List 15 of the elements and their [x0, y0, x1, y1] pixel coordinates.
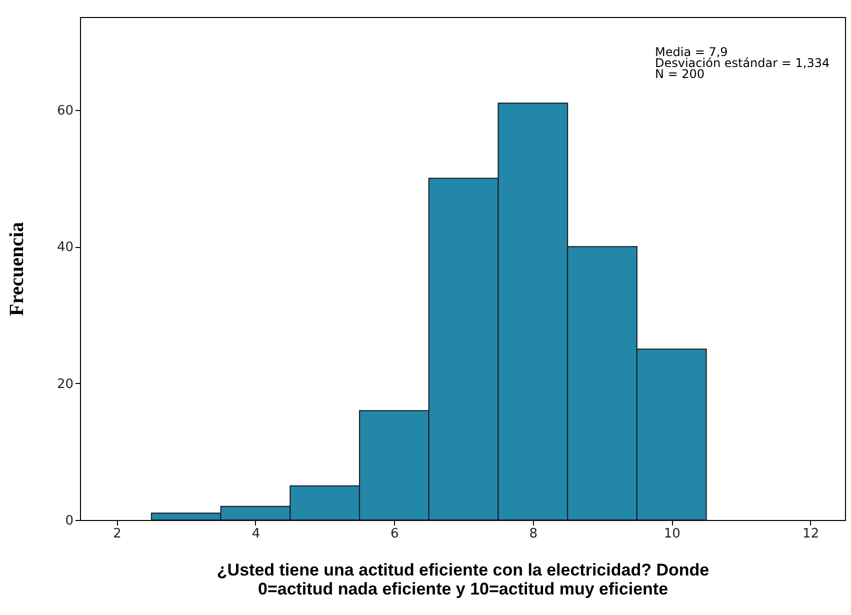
annotation: Desviación estándar = 1,334	[655, 56, 830, 70]
x-axis-title: ¿Usted tiene una actitud eficiente con la electricidad? Donde 0=actitud nada eficiente y 10=actitud muy eficiente	[216, 560, 710, 598]
annotation: N = 200	[655, 67, 705, 81]
y-tick-label: 0	[65, 514, 74, 528]
x-tick-label: 8	[529, 526, 538, 542]
y-tick-label: 40	[56, 240, 74, 256]
x-tick-label: 10	[664, 526, 680, 542]
x-tick-label: 4	[252, 526, 260, 542]
x-tick-label: 2	[113, 526, 122, 542]
y-tick-label: 60	[56, 103, 74, 118]
x-tick-label: 6	[390, 526, 399, 542]
annotation: Media = 7,9	[655, 45, 728, 59]
x-tick-label: 12	[802, 526, 820, 542]
y-axis-title: Frecuencia	[6, 222, 28, 316]
y-tick-label: 20	[56, 376, 74, 392]
